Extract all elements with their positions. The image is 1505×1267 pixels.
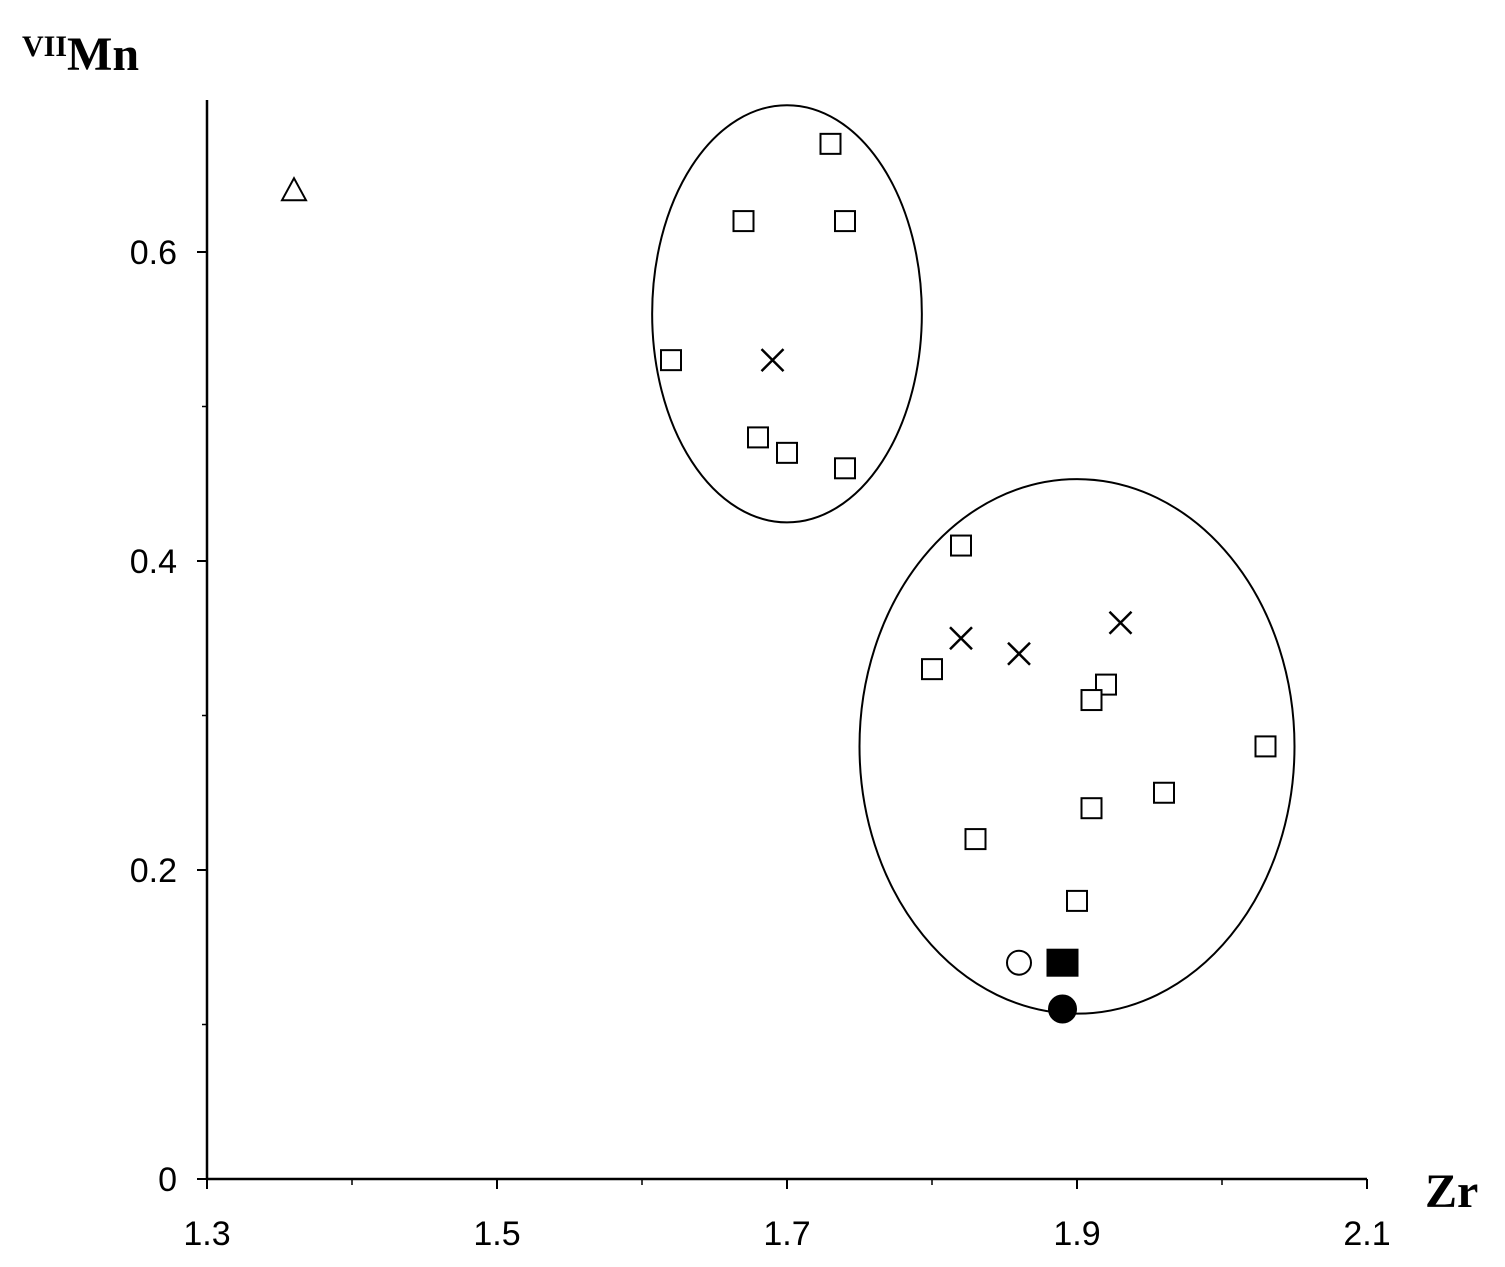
open-square-marker (921, 658, 943, 681)
open-square-marker (1254, 735, 1277, 758)
open-triangle-marker (280, 176, 308, 202)
open-square-marker (732, 210, 755, 233)
y-axis-title-main: Mn (67, 28, 139, 81)
open-square-marker (747, 426, 769, 449)
cross-marker (760, 348, 785, 373)
y-axis-title-prefix: VII (22, 30, 67, 63)
x-tick-label: 1.7 (763, 1215, 810, 1253)
open-circle-marker (1006, 949, 1032, 976)
y-tick-label: 0.2 (130, 852, 177, 890)
y-tick-label: 0 (158, 1161, 177, 1199)
open-square-marker (776, 441, 798, 464)
x-axis-title: Zr (1425, 1165, 1478, 1218)
open-square-marker (950, 534, 972, 557)
open-square-marker (1153, 781, 1175, 804)
cluster-ellipse (651, 104, 923, 524)
cluster-ellipses (651, 104, 1296, 1015)
open-square-marker (964, 828, 987, 851)
open-square-marker (1080, 797, 1103, 820)
cluster-ellipse (858, 478, 1296, 1015)
y-tick-label: 0.4 (130, 543, 177, 581)
open-square-marker (834, 457, 856, 480)
y-axis-ticks: 0 0.2 0.4 0.6 (130, 234, 207, 1199)
cross-marker (1007, 641, 1031, 666)
x-tick-label: 1.3 (183, 1215, 230, 1253)
filled-square-marker (1046, 948, 1079, 977)
x-tick-label: 2.1 (1343, 1215, 1390, 1253)
cross-marker (949, 626, 973, 651)
y-axis-title: VIIMn (22, 28, 139, 81)
open-square-marker (819, 132, 842, 155)
x-tick-label: 1.9 (1053, 1215, 1100, 1253)
data-markers (280, 132, 1277, 1024)
open-square-marker (1080, 689, 1103, 712)
open-square-marker (1066, 889, 1088, 912)
y-tick-label: 0.6 (130, 234, 177, 272)
x-tick-label: 1.5 (473, 1215, 520, 1253)
x-axis-ticks: 1.3 1.5 1.7 1.9 2.1 (183, 1179, 1391, 1253)
filled-circle-marker (1048, 994, 1077, 1024)
open-square-marker (660, 349, 682, 372)
open-square-marker (834, 210, 856, 233)
cross-marker (1108, 610, 1133, 635)
